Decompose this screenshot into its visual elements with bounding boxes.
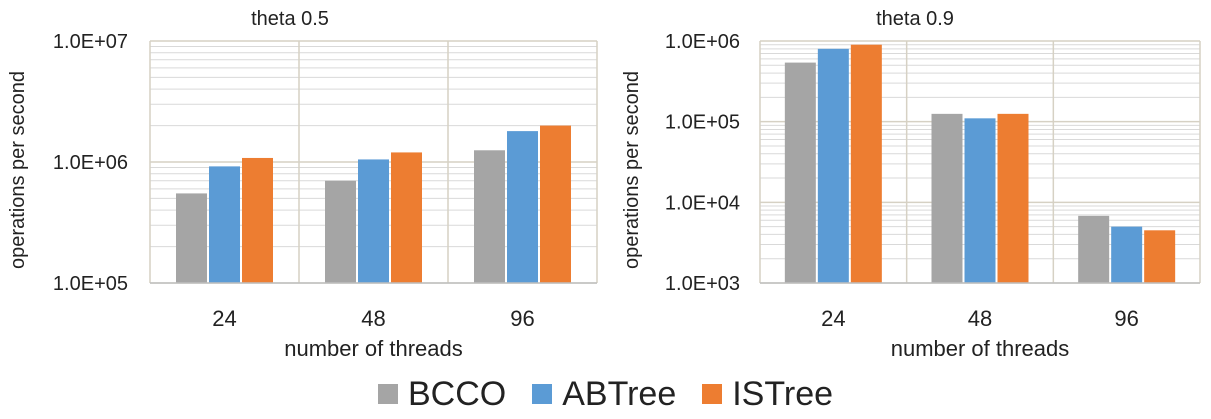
chart-2: 1.0E+03 1.0E+04 1.0E+05 1.0E+06 24 48 96 theta …: [621, 8, 1201, 361]
bar-istree-96: [1144, 230, 1176, 283]
bar-abtree-96: [507, 131, 538, 283]
bar-istree-24: [242, 157, 273, 283]
bar-bcco-24: [176, 193, 207, 283]
bar-bcco-48: [931, 113, 963, 283]
x-tick-label: 24: [212, 306, 236, 331]
legend-item-abtree: ABTree: [532, 375, 676, 414]
y-tick-label: 1.0E+06: [665, 31, 740, 53]
bar-istree-48: [391, 152, 422, 283]
chart-title: theta 0.5: [251, 8, 329, 30]
bar-istree-24: [850, 44, 882, 284]
legend-label-bcco: BCCO: [407, 374, 507, 413]
legend-item-istree: ISTree: [702, 375, 833, 414]
x-tick-label: 24: [821, 306, 845, 331]
legend-item-bcco: BCCO: [377, 374, 507, 414]
bar-bcco-96: [1078, 215, 1110, 283]
bar-istree-96: [540, 125, 571, 283]
legend-swatch-abtree: [532, 384, 553, 404]
legend-label-istree: ISTree: [732, 374, 834, 413]
bar-abtree-48: [358, 159, 389, 283]
bar-abtree-48: [964, 118, 996, 283]
chart-1: 1.0E+05 1.0E+06 1.0E+07 24 48 96 theta 0.5 numb…: [7, 8, 598, 361]
bar-istree-48: [997, 113, 1029, 283]
bar-bcco-24: [784, 62, 816, 284]
legend-swatch-istree: [702, 384, 723, 404]
bar-abtree-24: [817, 48, 849, 283]
x-tick-label: 48: [968, 306, 992, 331]
y-tick-label: 1.0E+03: [665, 273, 740, 295]
legend-swatch-bcco: [377, 384, 398, 404]
bar-bcco-96: [474, 150, 505, 283]
x-axis-label: number of threads: [284, 336, 463, 361]
x-tick-label: 96: [1114, 306, 1138, 331]
y-axis-label: operations per second: [621, 71, 643, 269]
y-tick-label: 1.0E+07: [53, 31, 128, 53]
chart-title: theta 0.9: [876, 8, 954, 30]
bar-bcco-48: [325, 180, 356, 283]
bar-abtree-24: [209, 166, 240, 283]
y-tick-label: 1.0E+06: [53, 152, 128, 174]
y-tick-label: 1.0E+05: [665, 112, 740, 134]
y-axis-label: operations per second: [7, 71, 29, 269]
x-axis-label: number of threads: [891, 336, 1070, 361]
x-tick-label: 48: [361, 306, 385, 331]
legend: BCCO ABTree ISTree: [0, 372, 1211, 416]
bar-abtree-96: [1111, 226, 1143, 283]
y-tick-label: 1.0E+04: [665, 192, 740, 214]
x-tick-label: 96: [510, 306, 534, 331]
legend-label-abtree: ABTree: [562, 374, 677, 413]
y-tick-label: 1.0E+05: [53, 273, 128, 295]
